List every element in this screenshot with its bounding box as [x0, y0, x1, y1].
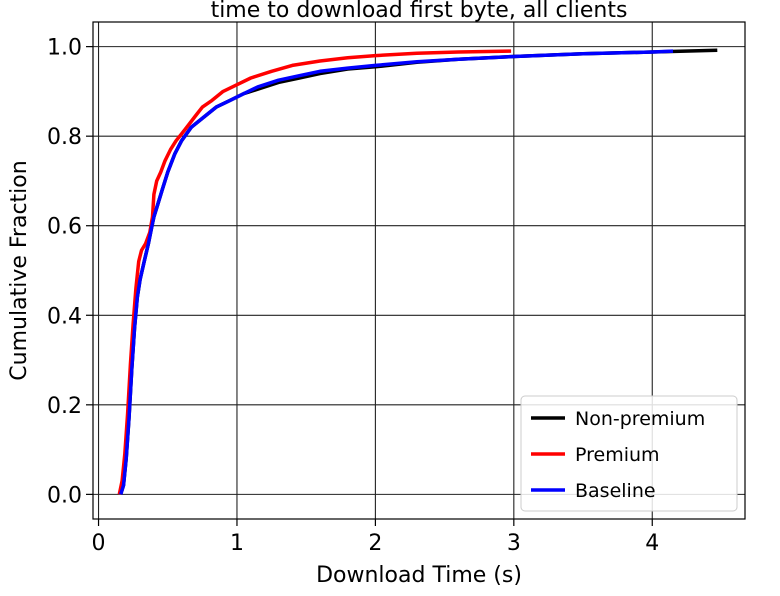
y-axis-label: Cumulative Fraction	[7, 160, 32, 380]
y-tick-label: 0.2	[47, 394, 82, 419]
y-tick-label: 0.6	[47, 215, 82, 240]
legend: Non-premium Premium Baseline	[520, 395, 738, 512]
x-axis-label: Download Time (s)	[316, 563, 522, 588]
x-tick-label: 0	[92, 531, 106, 556]
y-tick-label: 1.0	[47, 36, 82, 61]
legend-label-baseline: Baseline	[575, 480, 656, 502]
axis-ticks: 0 1 2 3 4 0.0 0.2 0.4 0.6 0.8 1.0	[47, 36, 659, 556]
y-tick-label: 0.4	[47, 304, 82, 329]
legend-label-premium: Premium	[575, 444, 660, 466]
chart-title: time to download first byte, all clients	[211, 0, 628, 23]
y-tick-label: 0.8	[47, 125, 82, 150]
series-lines	[117, 48, 718, 495]
series-line-baseline	[119, 49, 674, 495]
x-tick-label: 4	[645, 531, 659, 556]
legend-box	[520, 395, 738, 512]
legend-label-non-premium: Non-premium	[575, 408, 705, 430]
plot-frame	[92, 21, 746, 520]
grid-lines	[93, 22, 745, 519]
series-line-premium	[117, 49, 512, 495]
x-tick-label: 3	[507, 531, 521, 556]
y-tick-label: 0.0	[47, 483, 82, 508]
x-tick-label: 2	[368, 531, 382, 556]
x-tick-label: 1	[230, 531, 244, 556]
